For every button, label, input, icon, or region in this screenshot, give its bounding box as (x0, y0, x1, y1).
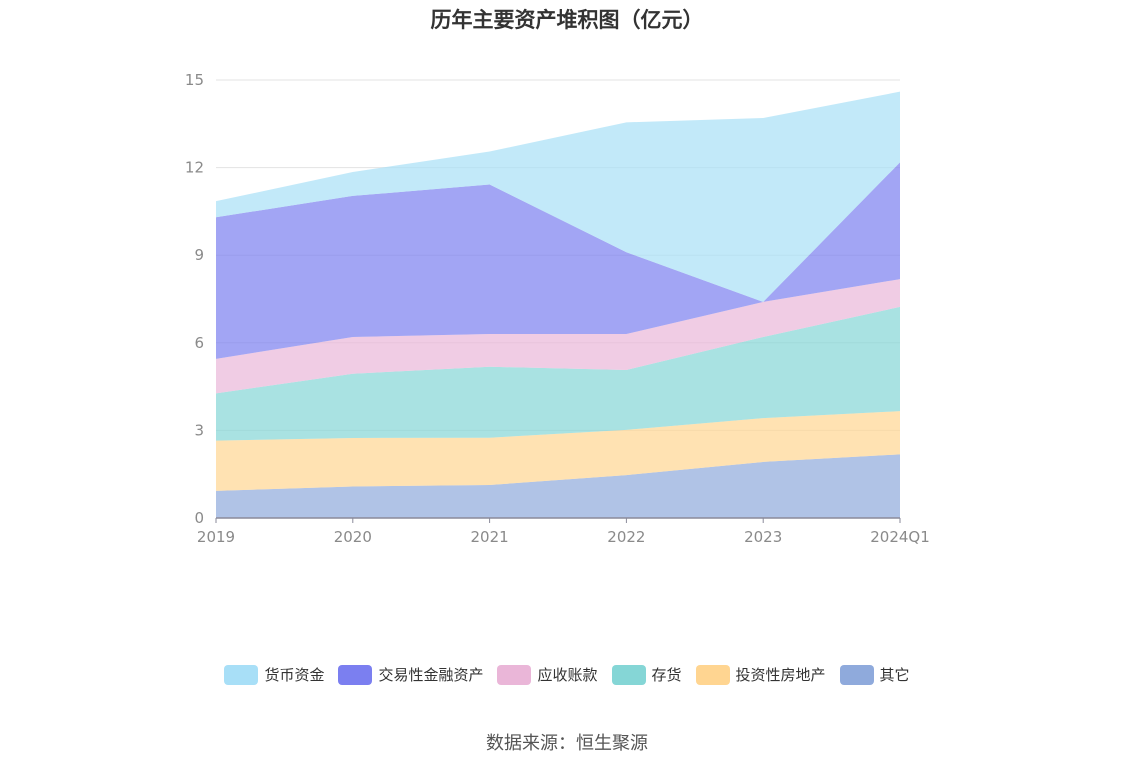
y-tick-label: 15 (185, 71, 204, 89)
legend-swatch (224, 664, 259, 685)
stacked-area-chart: 0 3 6 9 12 15 2019 2020 2021 2022 2023 2024Q1 (185, 71, 930, 546)
legend-item[interactable]: 应收账款 (497, 664, 598, 685)
y-tick-label: 3 (194, 421, 204, 439)
legend-item[interactable]: 投资性房地产 (695, 664, 826, 685)
legend-swatch (839, 664, 874, 685)
chart-title: 历年主要资产堆积图（亿元） (430, 8, 704, 32)
legend-swatch (497, 664, 532, 685)
x-tick-label: 2021 (471, 528, 509, 546)
legend-item[interactable]: 存货 (611, 664, 682, 685)
legend-label: 交易性金融资产 (378, 666, 484, 684)
x-tick-label: 2020 (334, 528, 372, 546)
legend-label: 投资性房地产 (735, 666, 826, 684)
area-series-2 (216, 306, 900, 441)
legend-swatch (695, 664, 730, 685)
axes: 0 3 6 9 12 15 2019 2020 2021 2022 2023 2024Q1 (185, 71, 930, 546)
area-series-0 (216, 454, 900, 518)
area-series-3 (216, 279, 900, 394)
area-series-4 (216, 162, 900, 359)
y-tick-label: 12 (185, 159, 204, 177)
legend-label: 其它 (879, 666, 910, 684)
legend-swatch (338, 664, 373, 685)
y-tick-label: 6 (194, 334, 204, 352)
legend-item[interactable]: 交易性金融资产 (338, 664, 483, 685)
legend-label: 货币资金 (264, 666, 325, 684)
x-tick-label: 2024Q1 (870, 528, 930, 546)
y-tick-label: 0 (194, 509, 204, 527)
x-tick-label: 2023 (744, 528, 782, 546)
legend-item[interactable]: 货币资金 (224, 664, 324, 685)
legend-swatch (611, 664, 646, 685)
area-series-5 (216, 91, 900, 302)
area-series-1 (216, 411, 900, 491)
legend-item[interactable]: 其它 (839, 664, 910, 685)
area-series (216, 91, 900, 518)
legend-label: 应收账款 (537, 666, 598, 684)
x-tick-label: 2022 (607, 528, 645, 546)
legend-label: 存货 (651, 666, 682, 684)
y-tick-label: 9 (194, 246, 204, 264)
legend: 货币资金 交易性金融资产 应收账款 存货 投资性房地产 其它 (0, 664, 1134, 685)
x-tick-label: 2019 (197, 528, 235, 546)
source-note: 数据来源：恒生聚源 (486, 733, 648, 754)
